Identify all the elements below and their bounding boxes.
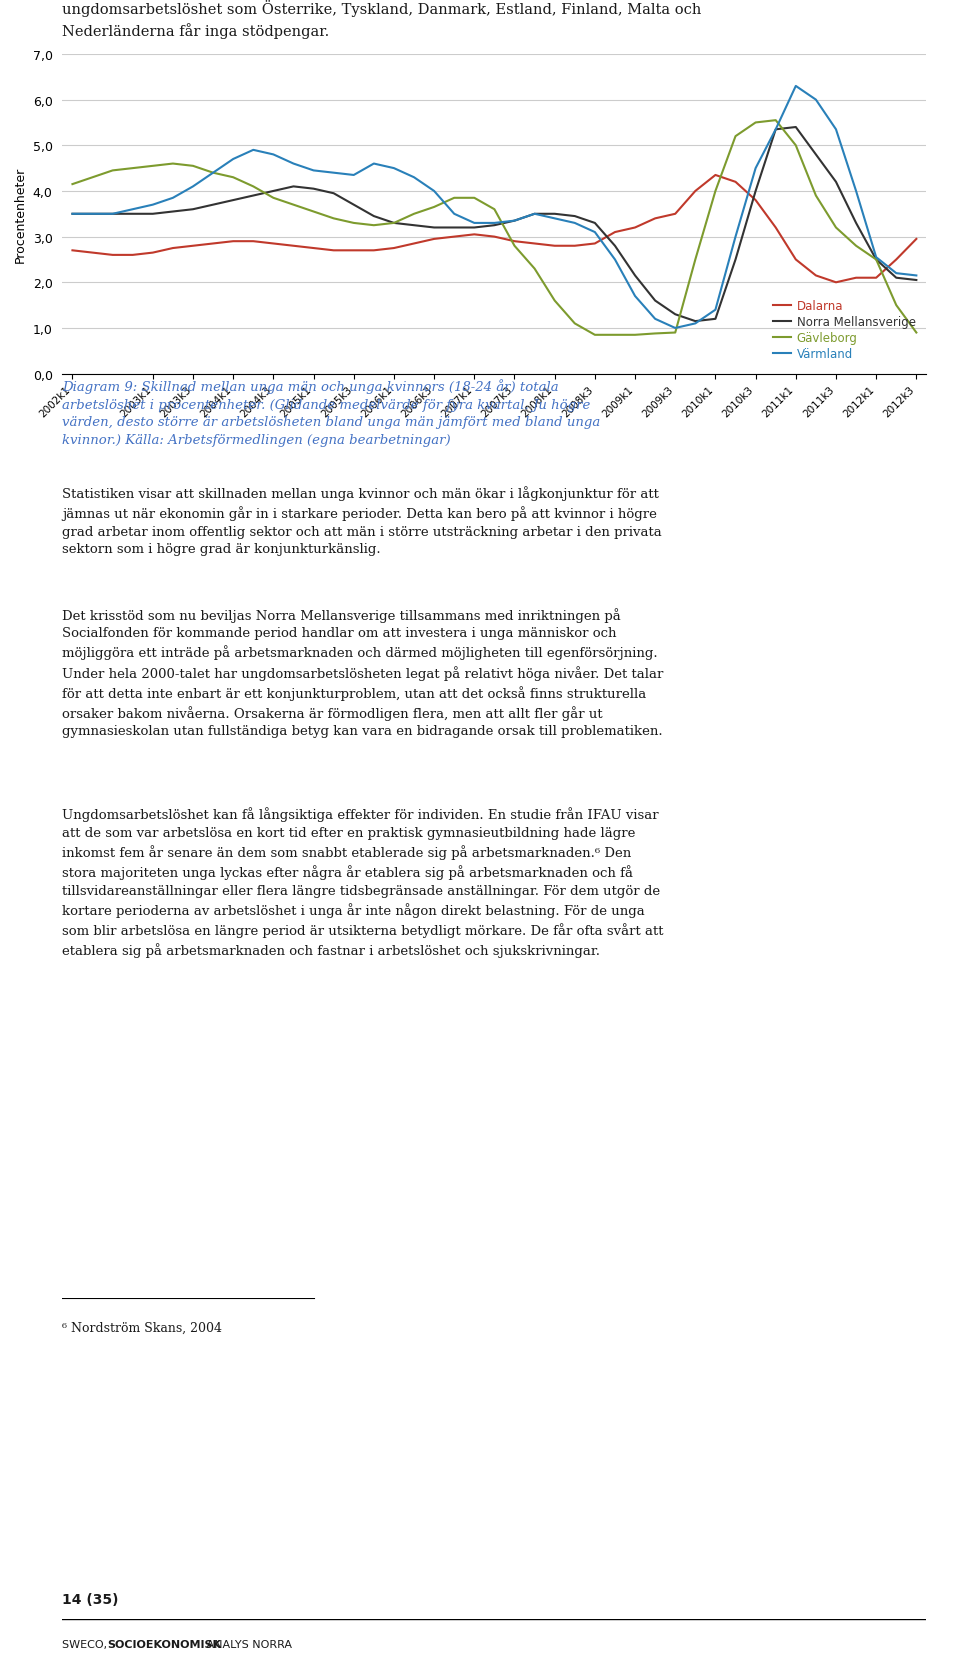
Text: ⁶ Nordström Skans, 2004: ⁶ Nordström Skans, 2004	[62, 1321, 223, 1335]
Text: Ungdomsarbetslöshet kan få långsiktiga effekter för individen. En studie från IF: Ungdomsarbetslöshet kan få långsiktiga e…	[62, 807, 664, 958]
Text: ANALYS NORRA: ANALYS NORRA	[204, 1639, 292, 1649]
Text: Diagram 9: Skillnad mellan unga män och unga kvinnors (18-24 år) totala
arbetslö: Diagram 9: Skillnad mellan unga män och …	[62, 379, 601, 446]
Legend: Dalarna, Norra Mellansverige, Gävleborg, Värmland: Dalarna, Norra Mellansverige, Gävleborg,…	[768, 295, 921, 366]
Y-axis label: Procentenheter: Procentenheter	[14, 166, 27, 263]
Text: Det krisstöd som nu beviljas Norra Mellansverige tillsammans med inriktningen på: Det krisstöd som nu beviljas Norra Mella…	[62, 607, 663, 739]
Text: ungdomsarbetslöshet som Österrike, Tyskland, Danmark, Estland, Finland, Malta oc: ungdomsarbetslöshet som Österrike, Tyskl…	[62, 0, 702, 40]
Text: 14 (35): 14 (35)	[62, 1592, 119, 1606]
Text: Statistiken visar att skillnaden mellan unga kvinnor och män ökar i lågkonjunktu: Statistiken visar att skillnaden mellan …	[62, 486, 662, 556]
Text: SOCIOEKONOMISK: SOCIOEKONOMISK	[108, 1639, 222, 1649]
Text: SWECO,: SWECO,	[62, 1639, 111, 1649]
